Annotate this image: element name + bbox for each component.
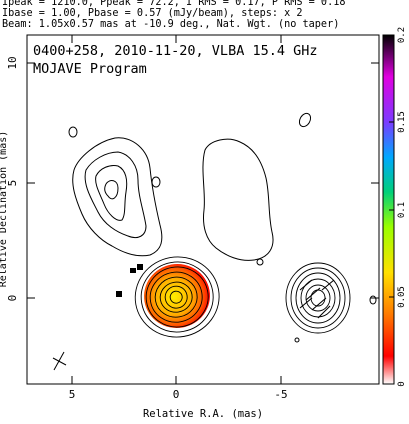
contour-isolated-6 bbox=[256, 258, 264, 266]
contours-core bbox=[134, 256, 220, 338]
polarization-core bbox=[144, 263, 210, 329]
contour-northeast-knot bbox=[104, 180, 119, 200]
contour-west-outer bbox=[202, 138, 274, 261]
header-line-1: Ipeak = 1210.0, Ppeak = 72.2, I RMS = 0.… bbox=[2, 0, 346, 8]
y-tick-10: 10 bbox=[6, 56, 19, 69]
plot-subtitle: MOJAVE Program bbox=[33, 61, 147, 77]
colorbar-tick-0.2: 0.2 bbox=[397, 27, 407, 43]
plot-title: 0400+258, 2010-11-20, VLBA 15.4 GHz bbox=[33, 43, 317, 59]
beam-marker bbox=[52, 351, 67, 371]
pol-patch-1 bbox=[130, 268, 136, 273]
colorbar-tick-0: 0 bbox=[397, 381, 407, 386]
plot-frame bbox=[26, 34, 380, 385]
y-tick-5: 5 bbox=[6, 180, 19, 187]
contour-isolated-1 bbox=[298, 112, 312, 128]
contour-isolated-2 bbox=[68, 126, 78, 138]
header-line-3: Beam: 1.05x0.57 mas at -10.9 deg., Nat. … bbox=[2, 19, 340, 30]
x-axis-label: Relative R.A. (mas) bbox=[143, 408, 263, 420]
colorbar-ticks bbox=[389, 34, 394, 385]
contour-northeast-inner bbox=[95, 165, 128, 221]
contour-isolated-4 bbox=[151, 176, 161, 188]
contour-northeast-outer bbox=[72, 137, 163, 257]
header-line-2: Ibase = 1.00, Pbase = 0.57 (mJy/beam), s… bbox=[2, 8, 303, 19]
colorbar-tick-0.05: 0.05 bbox=[397, 286, 407, 308]
colorbar-tick-0.15: 0.15 bbox=[397, 111, 407, 133]
colorbar-tick-0.1: 0.1 bbox=[397, 202, 407, 218]
pol-patch-2 bbox=[137, 264, 143, 270]
contour-isolated-5 bbox=[294, 337, 300, 343]
y-tick-0: 0 bbox=[6, 295, 19, 302]
polarization-vectors-west bbox=[299, 279, 335, 319]
contours-west-component bbox=[285, 262, 351, 334]
x-tick-5: 5 bbox=[69, 388, 76, 401]
x-tick-0: 0 bbox=[173, 388, 180, 401]
contour-isolated-3 bbox=[369, 295, 377, 305]
y-axis-label: Relative Declination (mas) bbox=[0, 131, 9, 288]
axis-ticks bbox=[27, 35, 379, 384]
contour-northeast-mid bbox=[84, 151, 147, 239]
x-tick-neg5: -5 bbox=[274, 388, 287, 401]
pol-patch-3 bbox=[116, 291, 122, 297]
